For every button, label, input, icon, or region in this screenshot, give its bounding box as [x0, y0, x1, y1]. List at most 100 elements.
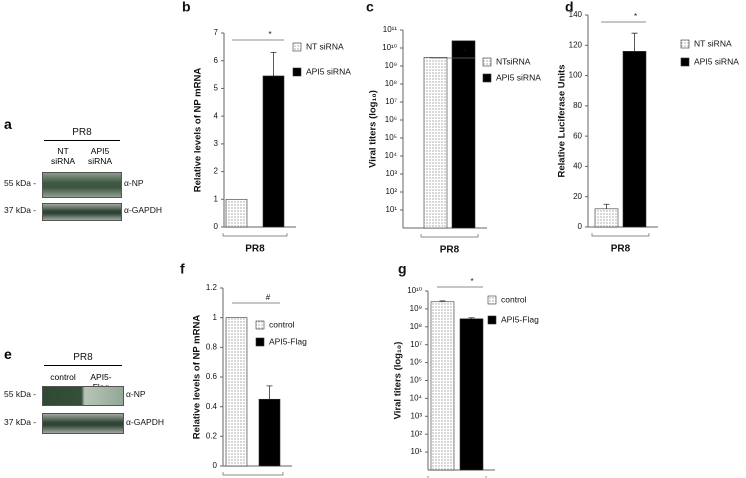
header-rule	[44, 140, 120, 141]
y-tick-label: 100	[569, 71, 583, 80]
y-tick-label: 10²	[410, 429, 422, 438]
y-tick-label: 10⁶	[410, 358, 422, 367]
size-label: 37 kDa -	[4, 416, 37, 427]
bar	[622, 51, 647, 228]
size-label: 55 kDa -	[4, 178, 37, 188]
error-bar	[266, 385, 273, 400]
y-axis-label: Relative levels of NP mRNA	[192, 315, 203, 440]
antibody-label: α-GAPDH	[124, 205, 162, 215]
error-bar	[270, 52, 277, 76]
y-tick-label: 1	[214, 194, 219, 203]
size-label: 55 kDa -	[4, 389, 37, 399]
legend-label: API5 siRNA	[694, 56, 739, 66]
y-tick-label: 1	[213, 313, 218, 322]
x-tick-label: PR8	[440, 245, 460, 256]
antibody-label: α-NP	[124, 178, 144, 188]
y-tick-label: 10¹⁰	[382, 43, 397, 52]
panel-letter: b	[182, 0, 191, 15]
y-tick-label: 4	[214, 111, 219, 120]
legend-swatch	[482, 57, 492, 67]
y-tick-label: 0	[214, 222, 219, 231]
y-tick-label: 10¹	[385, 205, 397, 214]
y-tick-label: 60	[573, 131, 582, 140]
blot-band	[42, 413, 124, 434]
legend-label: control	[501, 294, 527, 304]
y-tick-label: 0.8	[206, 342, 218, 351]
y-tick-label: 10⁷	[410, 340, 422, 349]
legend-swatch	[255, 320, 265, 330]
header-rule	[44, 365, 122, 366]
legend-swatch	[680, 57, 690, 67]
legend-swatch	[487, 315, 497, 325]
y-tick-label: 6	[214, 56, 219, 65]
y-tick-label: 10¹¹	[383, 25, 398, 34]
bar	[594, 208, 619, 228]
significance-mark: *	[268, 30, 271, 39]
legend-label: API5 siRNA	[496, 72, 541, 82]
y-tick-label: 10²	[385, 187, 397, 196]
significance-mark: *	[470, 277, 473, 286]
bar	[430, 301, 455, 471]
y-tick-label: 10³	[410, 411, 422, 420]
legend-swatch	[255, 337, 265, 347]
y-tick-label: 10⁷	[385, 97, 397, 106]
legend-label: API5 siRNA	[306, 66, 351, 76]
y-tick-label: 0	[213, 461, 218, 470]
y-tick-label: 2	[214, 167, 219, 176]
y-tick-label: 10⁹	[385, 61, 397, 70]
panel-letter: c	[366, 0, 374, 15]
significance-mark: *	[634, 12, 637, 21]
y-tick-label: 80	[573, 101, 582, 110]
bar	[423, 57, 448, 229]
y-tick-label: 10¹⁰	[407, 286, 422, 295]
y-tick-label: 10⁵	[410, 376, 422, 385]
y-tick-label: 5	[214, 84, 219, 93]
x-tick-label: PR8	[245, 244, 265, 255]
category-bracket	[591, 233, 650, 237]
legend-label: NT siRNA	[306, 41, 344, 51]
legend-swatch	[292, 42, 302, 52]
panel-letter: d	[565, 0, 574, 15]
error-bar	[631, 32, 638, 52]
bar	[258, 398, 281, 467]
y-axis-label: Relative Luciferase Units	[557, 65, 568, 178]
legend-label: NTsiRNA	[496, 56, 531, 66]
blot-band	[42, 203, 122, 221]
blot-header: PR8	[73, 352, 93, 363]
y-tick-label: 10⁵	[385, 133, 397, 142]
lane-label: control	[50, 372, 76, 382]
bar	[459, 318, 484, 471]
y-tick-label: 140	[569, 10, 583, 19]
bar	[451, 40, 476, 229]
y-axis-label: Relative levels of NP mRNA	[193, 68, 204, 193]
y-tick-label: 10³	[385, 169, 397, 178]
lane-label: API5 siRNA	[87, 146, 113, 166]
significance-mark: *	[463, 48, 466, 57]
panel-letter: a	[4, 116, 12, 132]
blot-band	[42, 172, 122, 198]
antibody-label: α-GAPDH	[126, 416, 164, 427]
y-tick-label: 10¹	[410, 447, 422, 456]
y-axis-label: Viral titers (log₁₀)	[368, 90, 379, 168]
antibody-label: α-NP	[126, 389, 146, 399]
panel-letter: f	[180, 261, 185, 277]
panel-letter: g	[398, 261, 407, 277]
legend-label: API5-Flag	[501, 314, 539, 324]
legend-swatch	[482, 73, 492, 83]
y-tick-label: 10⁴	[385, 151, 398, 160]
legend-swatch	[487, 295, 497, 305]
y-tick-label: 40	[573, 162, 582, 171]
legend-label: API5-Flag	[269, 336, 307, 346]
significance-mark: #	[266, 293, 271, 302]
bar	[225, 317, 248, 467]
panel-letter: e	[4, 346, 12, 362]
category-bracket	[222, 472, 284, 476]
y-tick-label: 0.4	[206, 402, 218, 411]
y-tick-label: 0	[578, 222, 583, 231]
y-tick-label: 20	[573, 192, 582, 201]
error-bar	[603, 203, 610, 209]
y-tick-label: 0.2	[206, 431, 218, 440]
bar	[225, 198, 248, 228]
error-bar	[468, 317, 475, 319]
